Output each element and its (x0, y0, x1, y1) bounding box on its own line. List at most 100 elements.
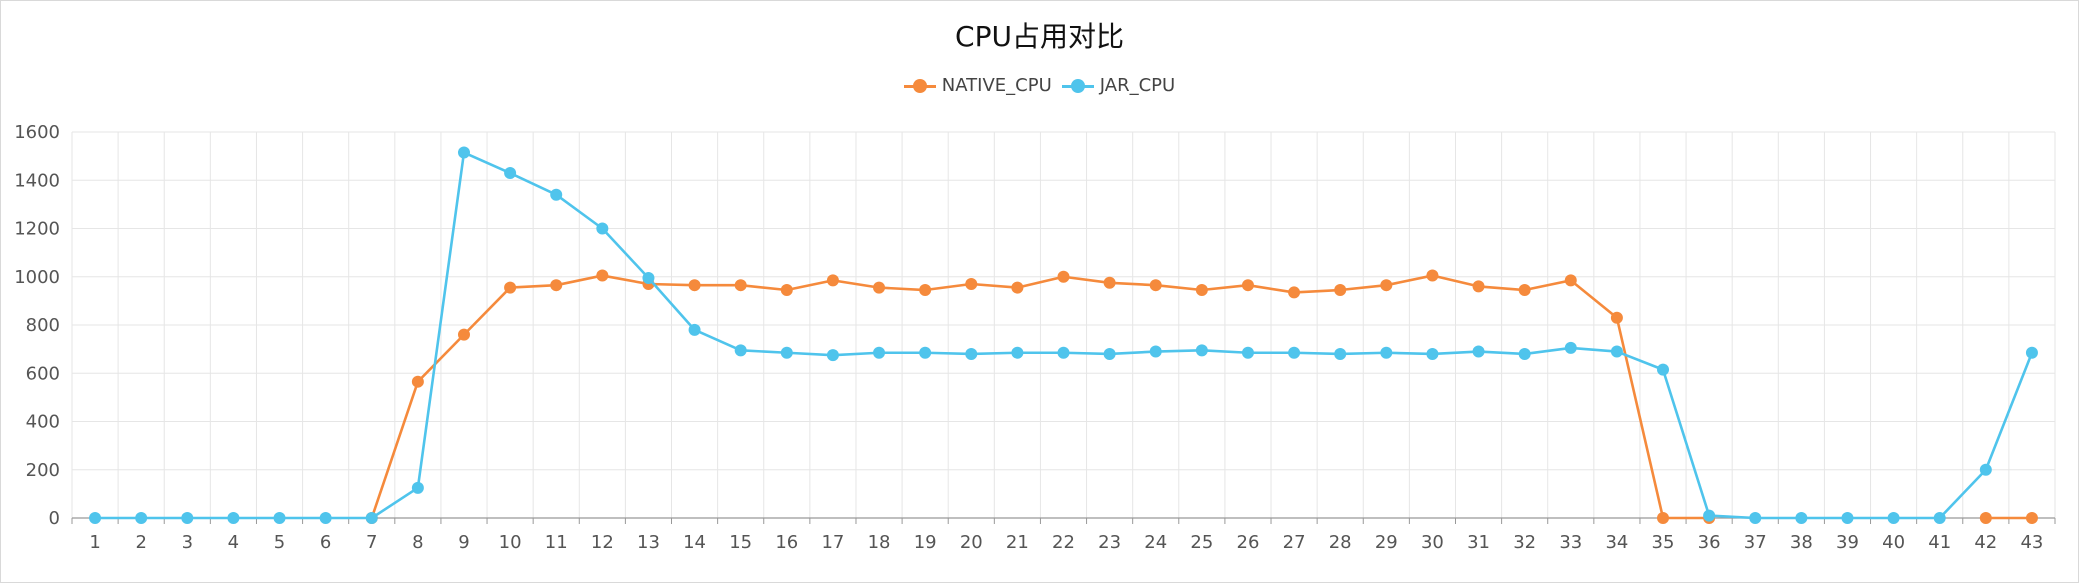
x-tick-label: 10 (499, 532, 522, 553)
data-point-jar-cpu (1934, 512, 1946, 524)
data-point-native-cpu (1980, 512, 1992, 524)
data-point-jar-cpu (735, 344, 747, 356)
data-point-native-cpu (1104, 277, 1116, 289)
data-point-jar-cpu (550, 189, 562, 201)
data-point-jar-cpu (827, 349, 839, 361)
data-point-native-cpu (781, 284, 793, 296)
x-tick-label: 2 (135, 532, 146, 553)
x-tick-label: 23 (1098, 532, 1121, 553)
x-tick-label: 25 (1190, 532, 1213, 553)
data-point-jar-cpu (458, 147, 470, 159)
data-point-native-cpu (735, 279, 747, 291)
data-point-jar-cpu (1058, 347, 1070, 359)
data-point-jar-cpu (1150, 346, 1162, 358)
data-point-jar-cpu (1657, 364, 1669, 376)
data-point-native-cpu (1288, 286, 1300, 298)
data-point-jar-cpu (1519, 348, 1531, 360)
data-point-jar-cpu (1104, 348, 1116, 360)
y-tick-label: 200 (26, 460, 60, 481)
data-point-jar-cpu (642, 272, 654, 284)
data-point-native-cpu (550, 279, 562, 291)
data-point-native-cpu (1150, 279, 1162, 291)
data-point-native-cpu (596, 270, 608, 282)
x-tick-label: 43 (2020, 532, 2043, 553)
data-point-native-cpu (919, 284, 931, 296)
data-point-jar-cpu (1334, 348, 1346, 360)
data-point-jar-cpu (89, 512, 101, 524)
x-tick-label: 21 (1006, 532, 1029, 553)
data-point-jar-cpu (689, 324, 701, 336)
x-tick-label: 29 (1375, 532, 1398, 553)
x-tick-label: 37 (1744, 532, 1767, 553)
data-point-jar-cpu (873, 347, 885, 359)
data-point-jar-cpu (965, 348, 977, 360)
x-tick-label: 1 (89, 532, 100, 553)
data-point-jar-cpu (1196, 344, 1208, 356)
x-tick-label: 39 (1836, 532, 1859, 553)
data-point-native-cpu (1380, 279, 1392, 291)
x-tick-label: 31 (1467, 532, 1490, 553)
x-tick-label: 35 (1652, 532, 1675, 553)
data-point-jar-cpu (1841, 512, 1853, 524)
data-point-jar-cpu (781, 347, 793, 359)
data-point-jar-cpu (1473, 346, 1485, 358)
x-tick-label: 28 (1329, 532, 1352, 553)
series-line-jar-cpu (95, 153, 2032, 518)
x-tick-label: 16 (775, 532, 798, 553)
data-point-native-cpu (412, 376, 424, 388)
x-tick-label: 42 (1974, 532, 1997, 553)
data-point-native-cpu (1196, 284, 1208, 296)
data-point-jar-cpu (2026, 347, 2038, 359)
x-tick-label: 3 (182, 532, 193, 553)
data-point-jar-cpu (227, 512, 239, 524)
x-tick-label: 32 (1513, 532, 1536, 553)
x-tick-label: 34 (1605, 532, 1628, 553)
data-point-jar-cpu (320, 512, 332, 524)
x-tick-label: 27 (1283, 532, 1306, 553)
y-tick-label: 1000 (14, 267, 60, 288)
data-point-jar-cpu (1980, 464, 1992, 476)
data-point-jar-cpu (1242, 347, 1254, 359)
x-tick-label: 5 (274, 532, 285, 553)
x-tick-label: 12 (591, 532, 614, 553)
data-point-jar-cpu (504, 167, 516, 179)
x-tick-label: 40 (1882, 532, 1905, 553)
data-point-native-cpu (965, 278, 977, 290)
data-point-native-cpu (2026, 512, 2038, 524)
y-tick-label: 1200 (14, 219, 60, 240)
data-point-jar-cpu (1611, 346, 1623, 358)
x-tick-label: 22 (1052, 532, 1075, 553)
data-point-native-cpu (1611, 312, 1623, 324)
x-tick-label: 4 (228, 532, 239, 553)
data-point-jar-cpu (1795, 512, 1807, 524)
y-tick-label: 800 (26, 315, 60, 336)
data-point-jar-cpu (274, 512, 286, 524)
data-point-native-cpu (827, 274, 839, 286)
data-point-native-cpu (504, 282, 516, 294)
data-point-native-cpu (1242, 279, 1254, 291)
data-point-jar-cpu (1011, 347, 1023, 359)
data-point-native-cpu (873, 282, 885, 294)
data-point-jar-cpu (1703, 510, 1715, 522)
x-tick-label: 13 (637, 532, 660, 553)
data-point-jar-cpu (135, 512, 147, 524)
x-tick-label: 17 (821, 532, 844, 553)
x-tick-label: 26 (1237, 532, 1260, 553)
data-point-jar-cpu (919, 347, 931, 359)
x-tick-label: 24 (1144, 532, 1167, 553)
x-tick-label: 9 (458, 532, 469, 553)
data-point-native-cpu (1473, 280, 1485, 292)
y-tick-label: 1400 (14, 170, 60, 191)
x-tick-label: 38 (1790, 532, 1813, 553)
data-point-jar-cpu (1288, 347, 1300, 359)
data-point-native-cpu (458, 329, 470, 341)
x-tick-label: 6 (320, 532, 331, 553)
y-tick-label: 600 (26, 363, 60, 384)
x-tick-label: 33 (1559, 532, 1582, 553)
data-point-jar-cpu (366, 512, 378, 524)
data-point-native-cpu (1565, 274, 1577, 286)
y-tick-label: 1600 (14, 122, 60, 143)
data-point-jar-cpu (1749, 512, 1761, 524)
y-tick-label: 400 (26, 412, 60, 433)
